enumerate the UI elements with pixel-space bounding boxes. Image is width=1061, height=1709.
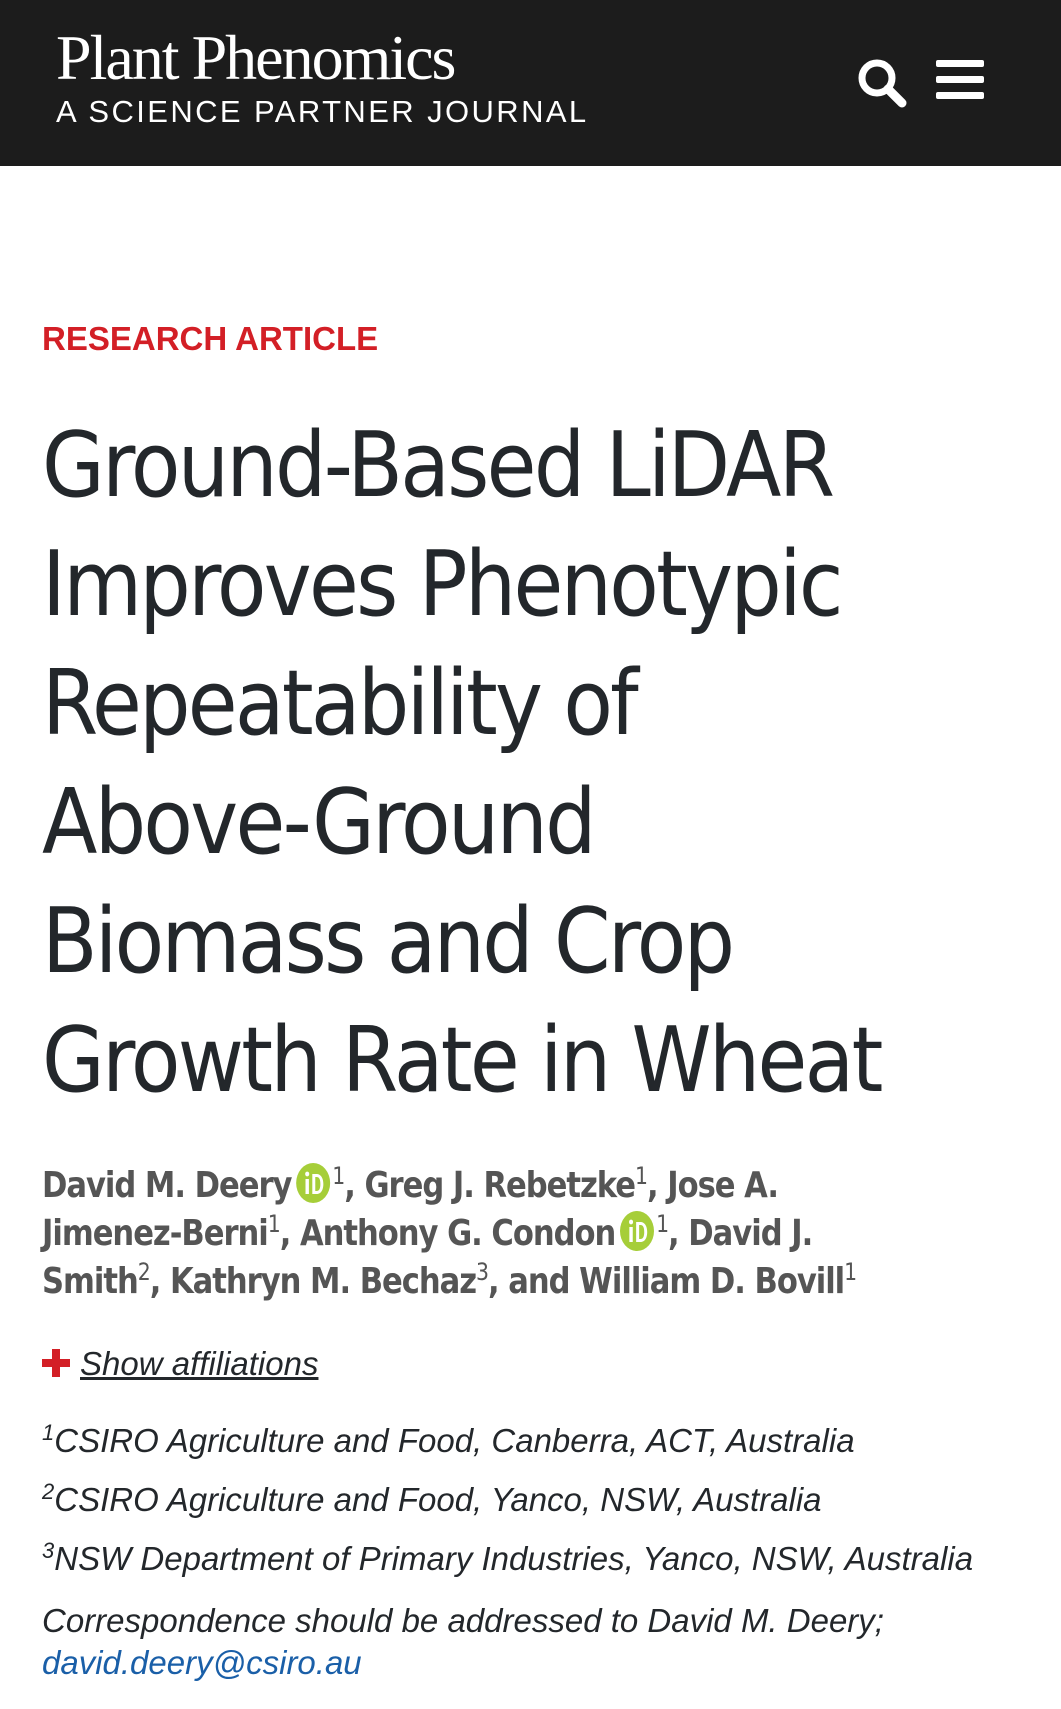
author-name[interactable]: Jose A. Jimenez-Berni	[42, 1165, 779, 1254]
author-name[interactable]: David J. Smith	[42, 1213, 813, 1302]
author-separator: ,	[344, 1165, 365, 1206]
orcid-icon[interactable]	[620, 1211, 655, 1251]
menu-button[interactable]	[934, 58, 986, 102]
journal-subtitle: A SCIENCE PARTNER JOURNAL	[56, 94, 589, 129]
correspondence-text: Correspondence should be addressed to Da…	[42, 1602, 884, 1639]
author-affiliation-number: 1	[844, 1258, 857, 1286]
author-affiliation-number: 3	[476, 1258, 489, 1286]
correspondence: Correspondence should be addressed to Da…	[42, 1600, 1002, 1684]
affiliation-2: 2CSIRO Agriculture and Food, Yanco, NSW,…	[42, 1481, 822, 1519]
correspondence-email-link[interactable]: david.deery@csiro.au	[42, 1644, 362, 1681]
article-category: RESEARCH ARTICLE	[42, 320, 379, 357]
author-affiliation-number: 1	[332, 1162, 345, 1190]
affiliation-3: 3NSW Department of Primary Industries, Y…	[42, 1540, 973, 1578]
article-title: Ground-Based LiDAR Improves Phenotypic R…	[42, 413, 883, 1113]
affiliation-text: CSIRO Agriculture and Food, Canberra, AC…	[54, 1422, 855, 1459]
author-affiliation-number: 1	[635, 1162, 648, 1190]
author-separator: , and	[488, 1261, 580, 1302]
author-list: David M. Deery 1, Greg J. Rebetzke1, Jose…	[42, 1162, 892, 1306]
affiliation-number: 1	[42, 1420, 55, 1445]
affiliation-text: NSW Department of Primary Industries, Ya…	[54, 1540, 974, 1577]
author-name[interactable]: David M. Deery	[42, 1165, 292, 1206]
author-affiliation-number: 2	[137, 1258, 151, 1286]
author-affiliation-number: 1	[267, 1210, 281, 1238]
hamburger-menu-icon	[936, 60, 984, 99]
affiliation-number: 2	[42, 1479, 55, 1504]
show-affiliations-toggle[interactable]: Show affiliations	[42, 1345, 318, 1383]
affiliation-1: 1CSIRO Agriculture and Food, Canberra, A…	[42, 1422, 855, 1460]
affiliation-text: CSIRO Agriculture and Food, Yanco, NSW, …	[54, 1481, 822, 1518]
author-name[interactable]: Greg J. Rebetzke	[364, 1165, 636, 1206]
affiliation-number: 3	[42, 1538, 55, 1563]
orcid-icon[interactable]	[296, 1163, 331, 1203]
journal-name: Plant Phenomics	[56, 22, 456, 93]
plus-icon	[42, 1347, 70, 1377]
author-separator: ,	[668, 1213, 689, 1254]
author-separator: ,	[279, 1213, 300, 1254]
site-header: Plant Phenomics A SCIENCE PARTNER JOURNA…	[0, 0, 1061, 166]
author-name[interactable]: William D. Bovill	[579, 1261, 845, 1302]
author-name[interactable]: Kathryn M. Bechaz	[169, 1261, 477, 1302]
author-affiliation-number: 1	[656, 1210, 669, 1238]
author-name[interactable]: Anthony G. Condon	[299, 1213, 616, 1254]
search-icon	[858, 59, 907, 108]
author-separator: ,	[646, 1165, 668, 1206]
search-button[interactable]	[854, 54, 910, 110]
show-affiliations-label: Show affiliations	[80, 1345, 319, 1382]
author-separator: ,	[149, 1261, 170, 1302]
journal-logo[interactable]: Plant Phenomics A SCIENCE PARTNER JOURNA…	[56, 26, 589, 130]
